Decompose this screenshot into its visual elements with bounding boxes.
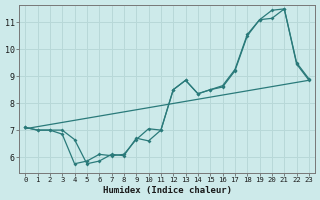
X-axis label: Humidex (Indice chaleur): Humidex (Indice chaleur) <box>103 186 232 195</box>
